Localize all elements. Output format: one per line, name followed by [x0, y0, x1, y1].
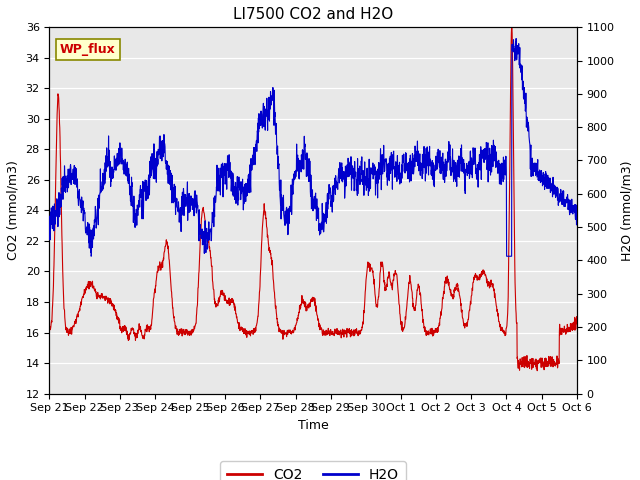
X-axis label: Time: Time: [298, 419, 328, 432]
Legend: CO2, H2O: CO2, H2O: [220, 461, 406, 480]
Y-axis label: CO2 (mmol/m3): CO2 (mmol/m3): [7, 160, 20, 260]
Title: LI7500 CO2 and H2O: LI7500 CO2 and H2O: [233, 7, 393, 22]
Text: WP_flux: WP_flux: [60, 43, 116, 56]
Y-axis label: H2O (mmol/m3): H2O (mmol/m3): [620, 160, 633, 261]
